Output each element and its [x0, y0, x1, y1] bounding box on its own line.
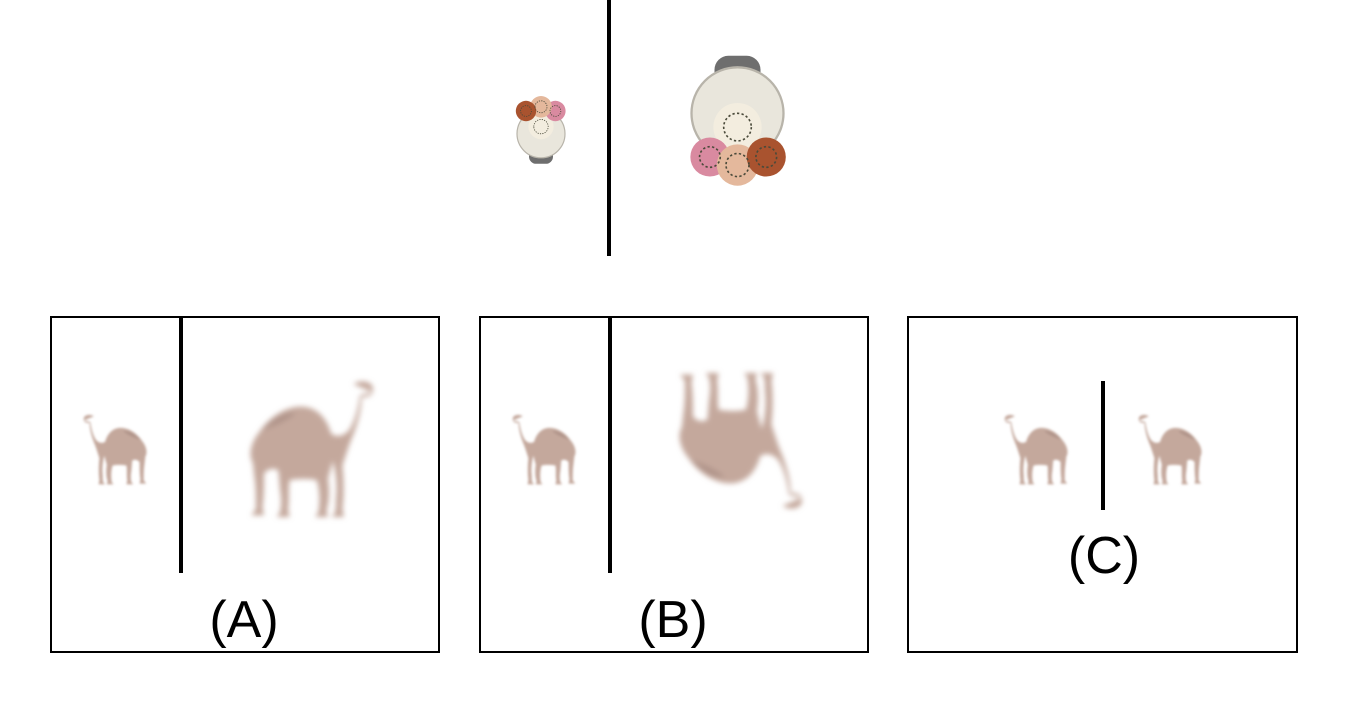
option-c-panel[interactable]: (C): [907, 316, 1298, 653]
option-c-divider: [1101, 381, 1105, 510]
option-a-panel[interactable]: (A): [50, 316, 440, 653]
option-b-large-camel-icon: [661, 360, 821, 530]
option-a-small-camel-icon: [74, 404, 156, 491]
option-b-divider: [608, 318, 612, 573]
option-c-left-camel-icon: [995, 404, 1077, 491]
reference-small-vase-icon: [511, 90, 571, 168]
reference-large-vase-icon: [680, 45, 795, 200]
reference-pair: [500, 0, 800, 258]
option-a-divider: [179, 318, 183, 573]
option-a-large-camel-icon: [232, 360, 392, 530]
reference-divider: [607, 0, 611, 256]
option-b-panel[interactable]: (B): [479, 316, 869, 653]
option-c-right-camel-icon: [1129, 404, 1211, 491]
option-c-label: (C): [1067, 527, 1141, 585]
option-b-small-camel-icon: [503, 404, 585, 491]
option-b-label: (B): [638, 591, 708, 649]
option-a-label: (A): [209, 591, 279, 649]
